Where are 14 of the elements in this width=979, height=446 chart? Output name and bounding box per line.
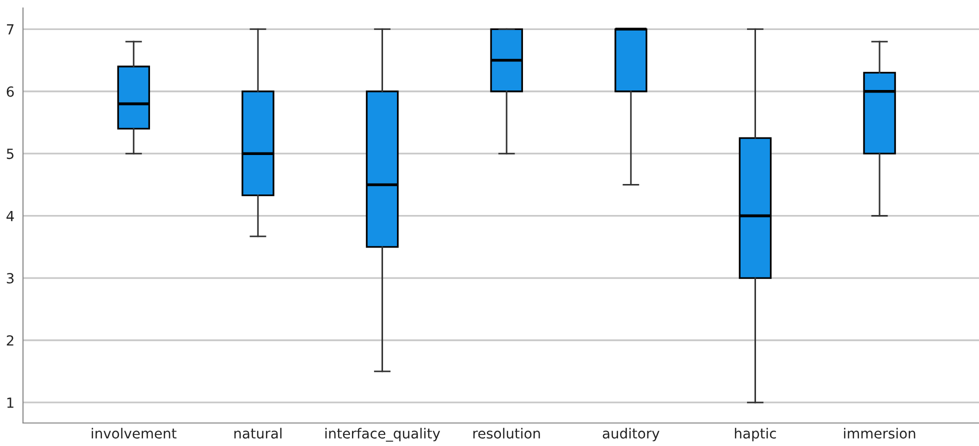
x-tick-label: natural bbox=[234, 428, 282, 439]
x-tick-label: immersion bbox=[844, 428, 916, 439]
y-tick-label: 7 bbox=[6, 24, 14, 34]
y-tick-label: 6 bbox=[6, 86, 14, 97]
x-tick-label: interface_quality bbox=[325, 428, 440, 442]
x-tick-label: haptic bbox=[734, 428, 776, 442]
x-tick-label: auditory bbox=[602, 428, 660, 442]
y-tick-label: 5 bbox=[6, 148, 14, 160]
x-tick-label: involvement bbox=[92, 428, 176, 439]
x-tick-label: resolution bbox=[473, 428, 540, 439]
y-tick-label: 1 bbox=[7, 398, 14, 408]
y-tick-label: 3 bbox=[6, 273, 14, 284]
y-tick-label: 4 bbox=[6, 210, 14, 222]
y-tick-label: 2 bbox=[6, 335, 14, 346]
